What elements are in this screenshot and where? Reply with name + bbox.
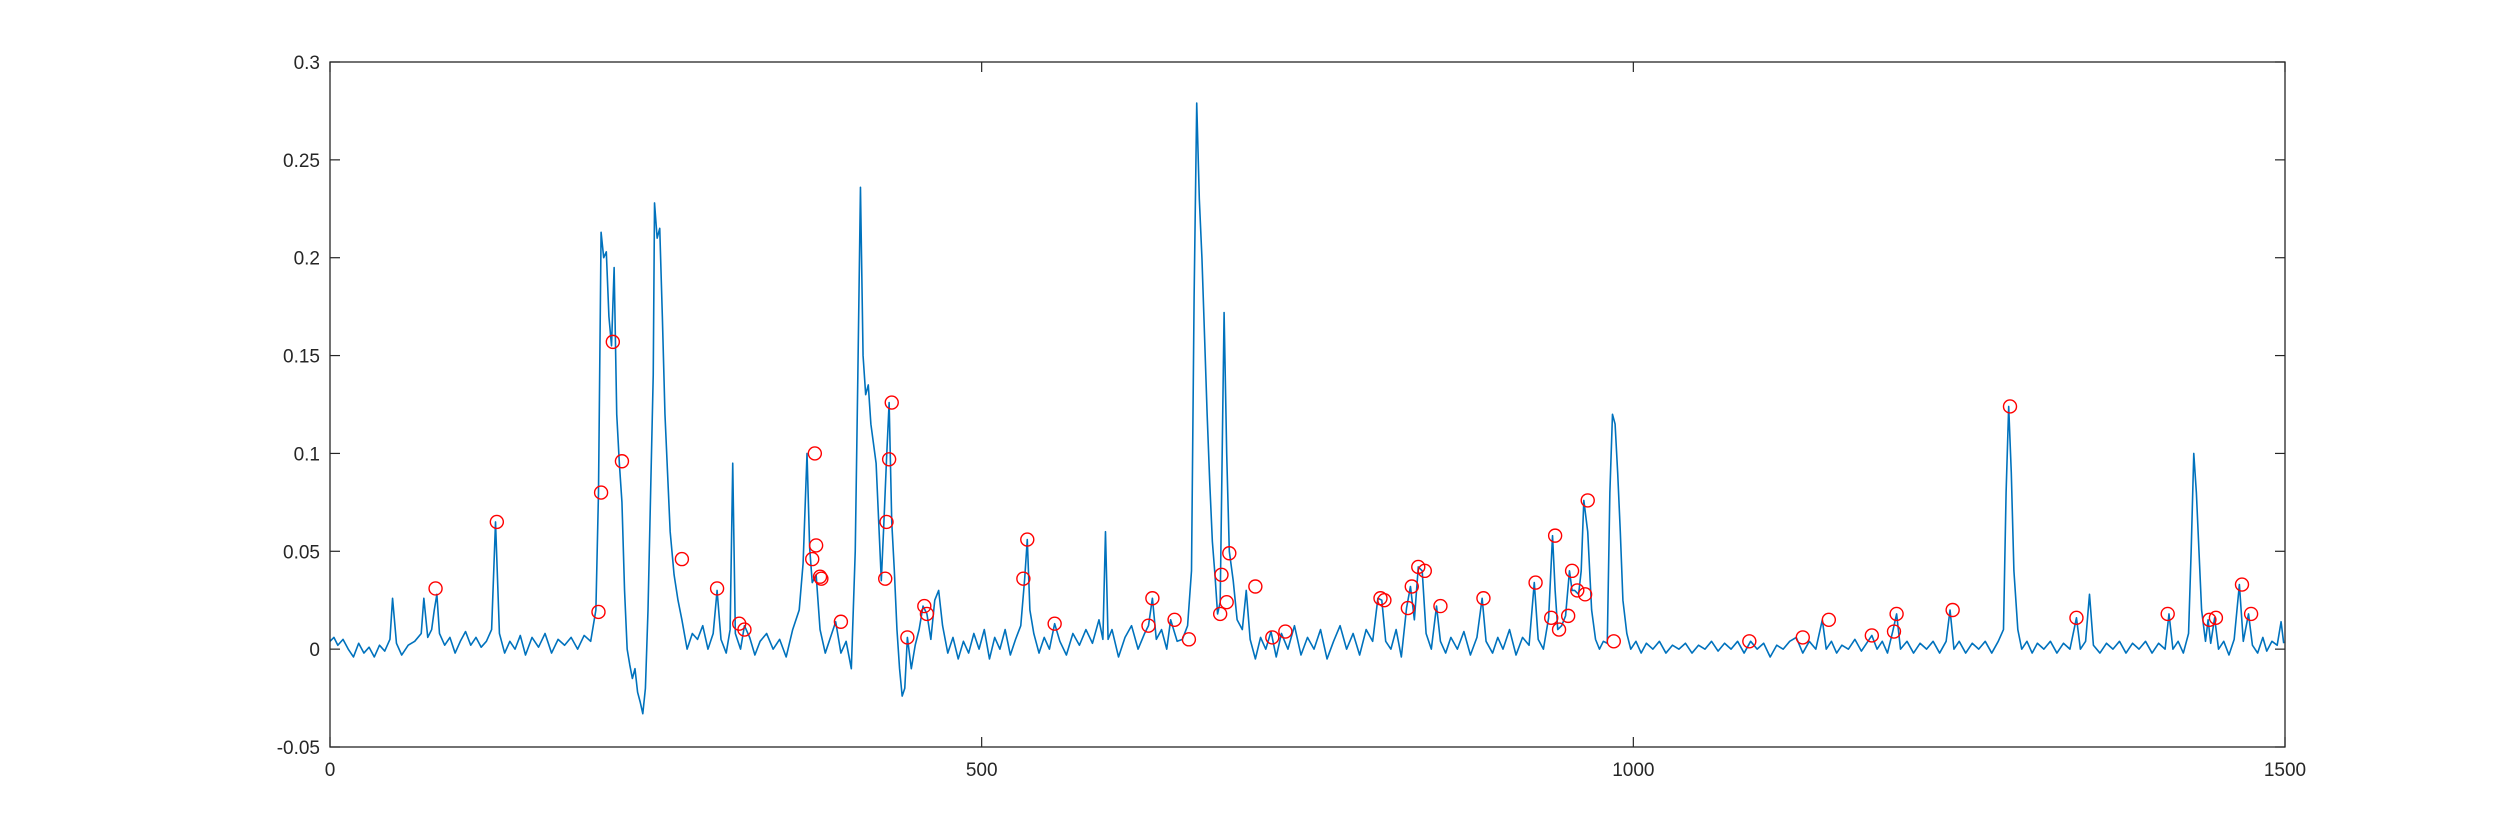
peak-marker-49 — [1560, 608, 1576, 624]
peak-marker-36 — [1278, 624, 1293, 639]
peak-marker-64 — [2160, 606, 2175, 622]
x-tick-label-1: 500 — [966, 760, 998, 781]
peak-marker-12 — [808, 538, 824, 553]
peak-marker-1 — [489, 514, 505, 530]
y-tick-label-0: -0.05 — [277, 738, 320, 759]
peak-marker-62 — [2002, 399, 2018, 414]
peak-marker-28 — [1167, 612, 1182, 627]
peak-marker-56 — [1795, 630, 1810, 645]
peak-marker-2 — [591, 604, 606, 620]
peak-marker-61 — [1945, 602, 1960, 618]
peak-marker-67 — [2234, 577, 2250, 592]
x-tick-label-2: 1000 — [1612, 760, 1654, 781]
y-tick-label-7: 0.3 — [294, 53, 320, 74]
peak-marker-54 — [1606, 634, 1621, 649]
peak-marker-0 — [428, 581, 443, 596]
peak-marker-68 — [2243, 606, 2259, 622]
y-tick-label-6: 0.25 — [283, 151, 320, 172]
peak-marker-23 — [1016, 571, 1031, 586]
peak-marker-43 — [1433, 598, 1448, 614]
peak-marker-52 — [1577, 587, 1593, 602]
peak-marker-22 — [919, 606, 935, 622]
peak-marker-16 — [878, 571, 893, 586]
peak-marker-35 — [1265, 630, 1280, 645]
peak-marker-26 — [1141, 618, 1156, 633]
data-series-group — [330, 102, 2285, 715]
x-tick-label-3: 1500 — [2264, 760, 2306, 781]
peak-marker-63 — [2069, 610, 2084, 626]
peak-marker-47 — [1547, 528, 1563, 543]
y-tick-label-4: 0.15 — [283, 347, 320, 368]
peak-marker-18 — [881, 452, 897, 467]
peak-marker-58 — [1864, 628, 1880, 643]
peak-marker-25 — [1047, 616, 1062, 631]
peak-marker-21 — [917, 598, 932, 614]
peak-marker-46 — [1544, 610, 1559, 626]
peak-marker-42 — [1417, 563, 1433, 579]
peak-marker-24 — [1020, 532, 1035, 547]
peak-marker-57 — [1821, 612, 1837, 627]
peak-marker-14 — [814, 571, 829, 586]
peak-marker-4 — [605, 334, 621, 350]
peak-marker-48 — [1551, 622, 1567, 637]
peak-marker-27 — [1145, 591, 1160, 606]
plot-area — [330, 102, 2285, 715]
peak-marker-66 — [2208, 610, 2224, 626]
peak-marker-30 — [1212, 606, 1228, 622]
peak-marker-3 — [593, 485, 609, 500]
peak-marker-38 — [1377, 593, 1392, 608]
peak-marker-20 — [900, 630, 915, 645]
peak-marker-29 — [1181, 632, 1197, 647]
peak-marker-5 — [614, 454, 630, 469]
peak-marker-32 — [1219, 594, 1234, 610]
peak-marker-31 — [1214, 567, 1229, 582]
peak-marker-39 — [1400, 600, 1416, 616]
peak-marker-17 — [879, 514, 894, 530]
peak-marker-19 — [884, 395, 899, 410]
y-tick-label-1: 0 — [309, 640, 320, 661]
peak-marker-40 — [1404, 579, 1419, 594]
peak-marker-60 — [1889, 606, 1904, 622]
peak-marker-53 — [1580, 493, 1595, 508]
peak-marker-33 — [1222, 546, 1237, 561]
peak-marker-50 — [1564, 563, 1580, 579]
peak-marker-34 — [1248, 579, 1263, 594]
x-tick-label-0: 0 — [325, 760, 336, 781]
peak-marker-7 — [709, 581, 725, 596]
axes-box — [329, 61, 2286, 748]
peak-marker-55 — [1742, 634, 1757, 649]
peak-marker-13 — [812, 569, 828, 584]
peak-marker-11 — [807, 446, 823, 461]
peak-marker-59 — [1886, 624, 1902, 639]
peak-marker-44 — [1476, 591, 1491, 606]
y-tick-label-3: 0.1 — [294, 444, 320, 465]
peak-marker-6 — [674, 551, 690, 567]
peak-marker-65 — [2202, 612, 2217, 627]
y-tick-label-5: 0.2 — [294, 249, 320, 270]
peak-marker-51 — [1570, 583, 1585, 598]
peak-marker-10 — [805, 551, 820, 567]
y-tick-label-2: 0.05 — [283, 542, 320, 563]
peak-marker-15 — [833, 614, 849, 629]
peak-marker-45 — [1528, 575, 1543, 590]
peak-marker-9 — [737, 622, 752, 637]
